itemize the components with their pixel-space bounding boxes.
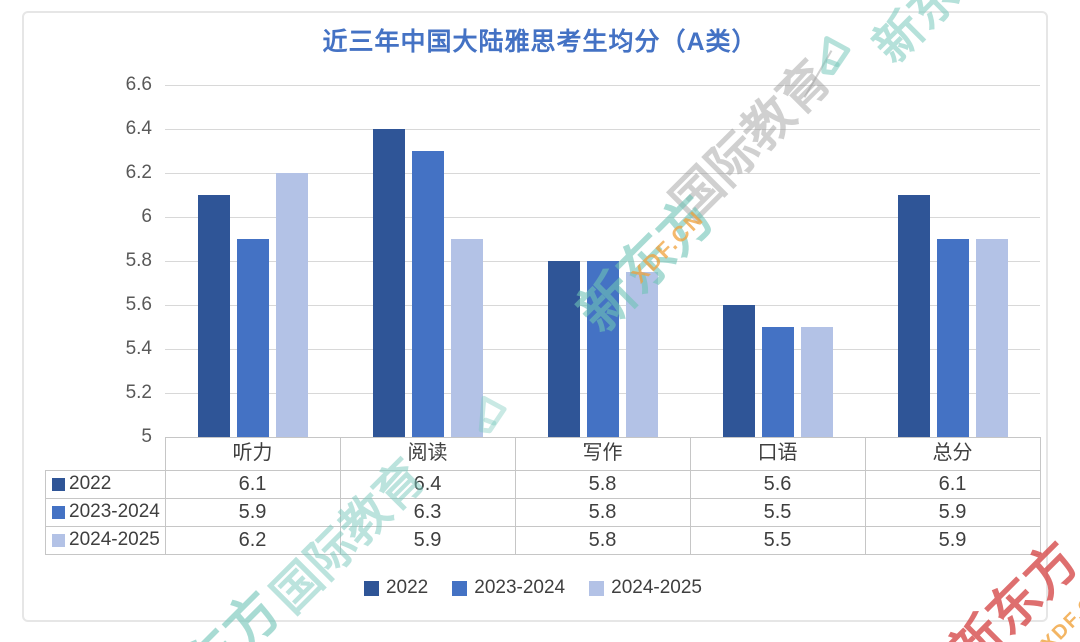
table-cell: 5.9 xyxy=(938,529,967,551)
table-header-cell: 总分 xyxy=(932,442,973,464)
gridline xyxy=(165,85,1040,86)
y-axis-tick-label: 5.8 xyxy=(125,250,152,271)
legend-item-2023-2024: 2023-2024 xyxy=(452,577,565,599)
table-cell: 6.2 xyxy=(238,529,267,551)
bar-2024-2025-阅读 xyxy=(451,239,483,437)
table-row-label: 2024-2025 xyxy=(69,529,160,550)
table-header-cell: 阅读 xyxy=(407,442,448,464)
table-header-cell: 口语 xyxy=(757,442,798,464)
watermark-teal-xdf-top: 新东方 xyxy=(864,0,1004,74)
table-border-line xyxy=(165,437,166,554)
bar-2023-2024-总分 xyxy=(937,239,969,437)
legend-swatch-icon xyxy=(589,580,605,596)
table-cell: 5.8 xyxy=(588,529,617,551)
table-border-line xyxy=(865,437,866,554)
bar-2024-2025-总分 xyxy=(976,239,1008,437)
bar-2022-听力 xyxy=(198,195,230,437)
y-axis-tick-label: 6.6 xyxy=(125,74,152,95)
y-axis-tick-label: 5.6 xyxy=(125,294,152,315)
table-border-line xyxy=(340,437,341,554)
legend-swatch-icon xyxy=(452,580,468,596)
gridline xyxy=(165,217,1040,218)
table-row-swatch xyxy=(52,478,65,491)
bar-2024-2025-写作 xyxy=(626,272,658,437)
table-cell: 6.4 xyxy=(413,473,442,495)
legend-label: 2024-2025 xyxy=(611,577,703,598)
table-border-line xyxy=(45,554,1040,555)
legend-label: 2023-2024 xyxy=(474,577,566,598)
table-border-line xyxy=(45,470,1040,471)
gridline xyxy=(165,129,1040,130)
bar-2024-2025-听力 xyxy=(276,173,308,437)
table-row-swatch xyxy=(52,534,65,547)
bar-2022-阅读 xyxy=(373,129,405,437)
table-cell: 6.1 xyxy=(938,473,967,495)
table-border-line xyxy=(165,437,1040,438)
gridline xyxy=(165,173,1040,174)
chart-frame xyxy=(22,11,1048,622)
table-border-line xyxy=(45,498,1040,499)
y-axis-tick-label: 6.4 xyxy=(125,118,152,139)
table-header-cell: 听力 xyxy=(232,442,273,464)
table-cell: 5.8 xyxy=(588,501,617,523)
table-cell: 6.1 xyxy=(238,473,267,495)
bar-2022-口语 xyxy=(723,305,755,437)
table-cell: 6.3 xyxy=(413,501,442,523)
table-cell: 5.8 xyxy=(588,473,617,495)
y-axis-tick-label: 6.2 xyxy=(125,162,152,183)
legend: 2022 2023-2024 2024-2025 xyxy=(22,577,1044,599)
bar-2022-总分 xyxy=(898,195,930,437)
y-axis-tick-label: 5.2 xyxy=(125,382,152,403)
table-header-cell: 写作 xyxy=(582,442,623,464)
table-row-label: 2022 xyxy=(69,473,112,494)
y-axis-tick-label: 5.4 xyxy=(125,338,152,359)
chart-title: 近三年中国大陆雅思考生均分（A类） xyxy=(322,28,758,56)
legend-item-2022: 2022 xyxy=(363,577,429,599)
table-cell: 5.5 xyxy=(763,529,792,551)
bar-2024-2025-口语 xyxy=(801,327,833,437)
table-cell: 5.9 xyxy=(413,529,442,551)
table-border-line xyxy=(1040,437,1041,554)
table-cell: 5.5 xyxy=(763,501,792,523)
bar-2023-2024-写作 xyxy=(587,261,619,437)
table-cell: 5.9 xyxy=(938,501,967,523)
bar-2023-2024-口语 xyxy=(762,327,794,437)
table-row-swatch xyxy=(52,506,65,519)
table-row-label: 2023-2024 xyxy=(69,501,160,522)
table-cell: 5.9 xyxy=(238,501,267,523)
legend-swatch-icon xyxy=(363,580,379,596)
table-border-line xyxy=(690,437,691,554)
y-axis-tick-label: 6 xyxy=(141,206,152,227)
y-axis-tick-label: 5 xyxy=(141,426,152,447)
watermark-grey-intl-edu-top: 国际教育 xyxy=(660,50,842,232)
table-cell: 5.6 xyxy=(763,473,792,495)
bar-2023-2024-阅读 xyxy=(412,151,444,437)
watermark-grey-separator xyxy=(803,50,833,98)
legend-label: 2022 xyxy=(385,577,429,598)
table-border-line xyxy=(45,526,1040,527)
legend-item-2024-2025: 2024-2025 xyxy=(589,577,702,599)
watermark-xdf-logo-top-icon xyxy=(801,23,864,89)
table-border-line xyxy=(515,437,516,554)
bar-2022-写作 xyxy=(548,261,580,437)
table-border-line xyxy=(45,470,46,554)
bar-2023-2024-听力 xyxy=(237,239,269,437)
